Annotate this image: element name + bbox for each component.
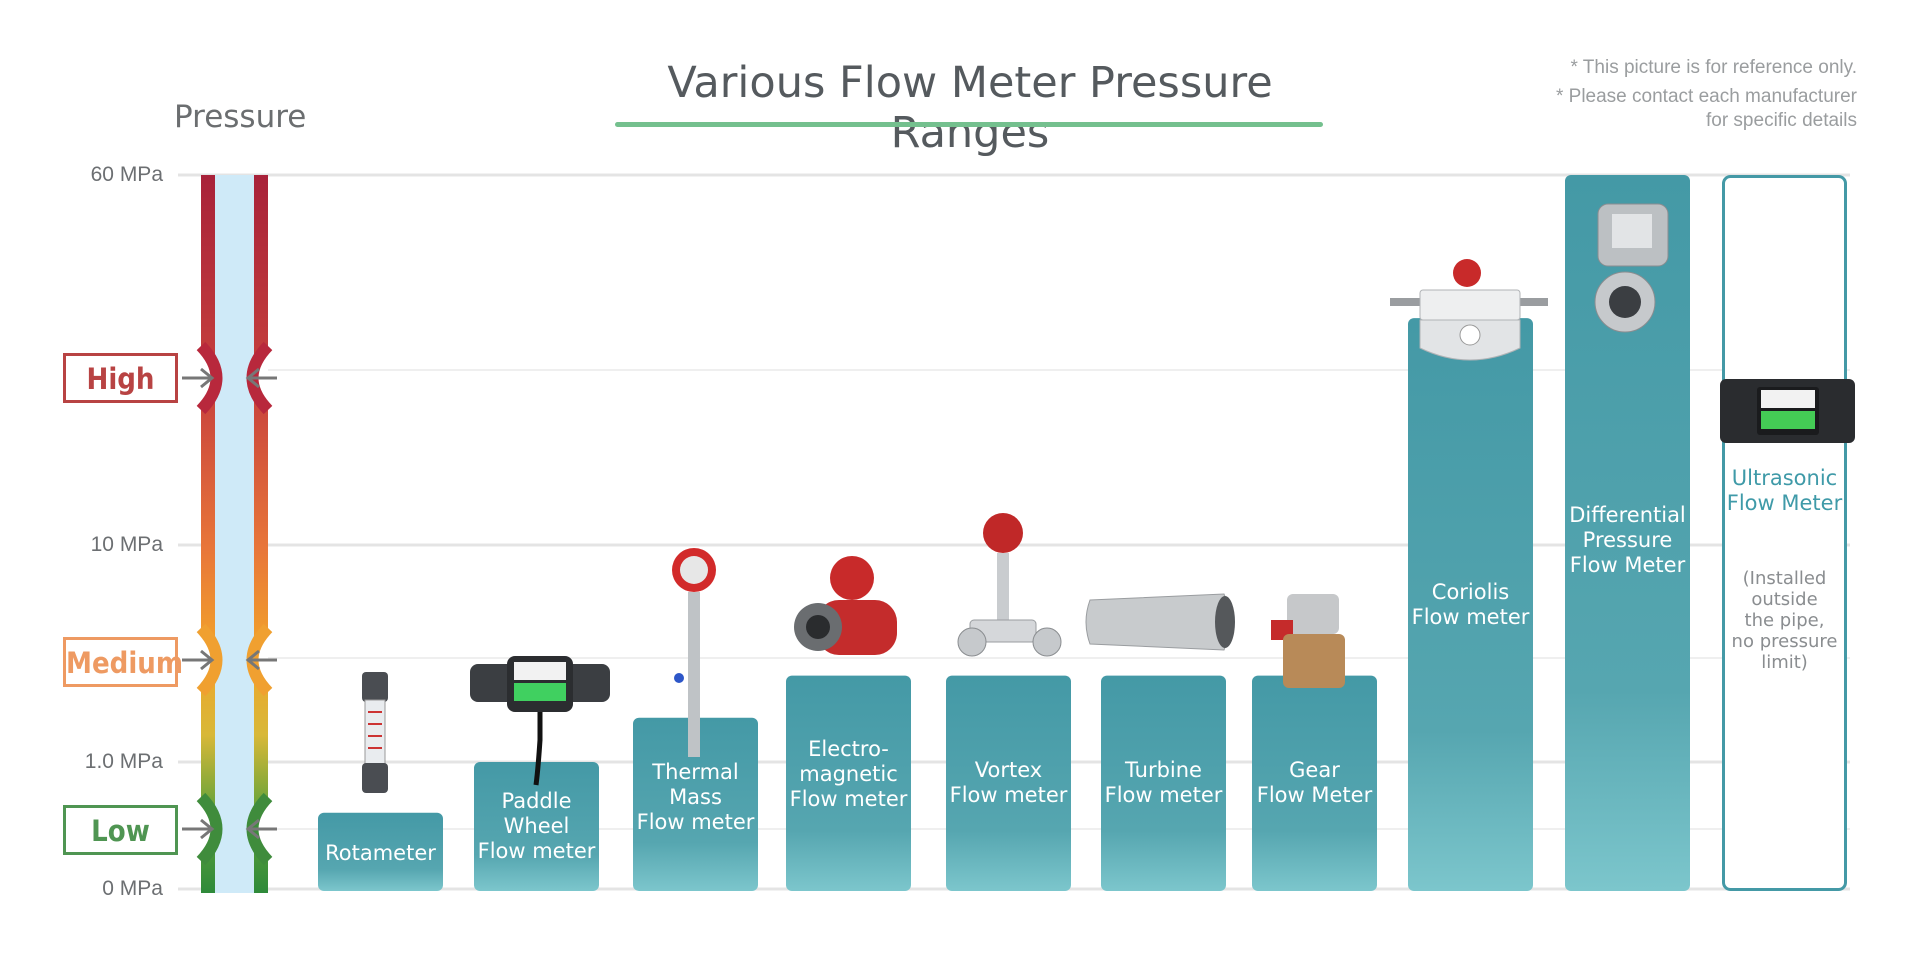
bar (633, 717, 758, 891)
bar-label: Paddle Wheel Flow meter (477, 789, 596, 863)
bar-label: Rotameter (325, 840, 436, 865)
bar (1408, 318, 1533, 892)
y-tick-label: 60 MPa (90, 163, 163, 186)
rotameter-icon (362, 672, 388, 793)
coriolis-meter-icon (1390, 259, 1548, 361)
arrow-left-icon (245, 818, 277, 840)
bar-label: Thermal Mass Flow meter (636, 759, 755, 834)
bar-label: Differential Pressure Flow Meter (1569, 503, 1686, 577)
paddle-wheel-meter-icon (470, 656, 610, 786)
electromagnetic-meter-icon (794, 556, 897, 655)
pipe-wall-left (201, 175, 215, 893)
bar-label: Gear Flow Meter (1256, 758, 1373, 808)
y-tick-label: 10 MPa (90, 533, 163, 556)
arrow-right-icon (182, 367, 215, 389)
bar-label: Electro- magnetic Flow meter (789, 737, 908, 812)
pipe-inner (214, 175, 254, 893)
y-tick-label: 1.0 MPa (84, 750, 163, 773)
y-tick-label: 0 MPa (102, 877, 163, 900)
arrow-right-icon (182, 818, 215, 840)
gear-meter-icon (1271, 594, 1345, 688)
bar (1252, 675, 1377, 891)
bar (318, 812, 443, 891)
chart-title: Various Flow Meter Pressure Ranges (667, 58, 1273, 158)
bar (946, 675, 1071, 891)
contact-note: * Please contact each manufacturer (1555, 86, 1857, 107)
bar (1565, 175, 1690, 891)
arrow-right-icon (182, 649, 215, 671)
pipe-wall-right (254, 175, 268, 893)
bar-ultrasonic (1722, 175, 1847, 891)
ultrasonic-annotation: (Installed outside the pipe, no pressure… (1731, 568, 1838, 673)
bar (474, 762, 599, 891)
turbine-meter-icon (1085, 593, 1235, 651)
bar (786, 675, 911, 891)
ultrasonic-meter-icon (1720, 379, 1855, 443)
bar-label: Vortex Flow meter (949, 758, 1068, 808)
differential-pressure-meter-icon (1594, 203, 1669, 333)
bar-label: Coriolis Flow meter (1411, 580, 1530, 629)
level-high-box: High (63, 353, 178, 403)
title-underline (615, 122, 1323, 127)
y-axis-title: Pressure (174, 99, 307, 135)
bar-label: Turbine Flow meter (1104, 758, 1223, 808)
arrow-left-icon (245, 367, 277, 389)
vortex-meter-icon (957, 513, 1062, 657)
bar (1101, 675, 1226, 891)
thermal-mass-meter-icon (672, 548, 716, 757)
level-medium-box: Medium (63, 637, 183, 687)
bar-label: Ultrasonic Flow Meter (1726, 466, 1843, 515)
contact-note-cont: for specific details (1705, 110, 1857, 131)
level-low-box: Low (63, 805, 178, 855)
arrow-left-icon (245, 649, 277, 671)
reference-note: * This picture is for reference only. (1570, 57, 1857, 78)
